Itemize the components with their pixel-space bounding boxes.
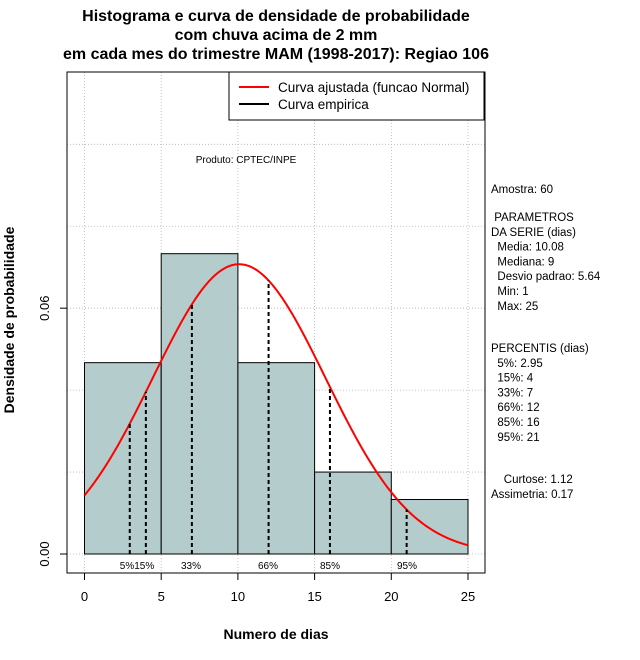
params-line: Min: 1 [491,286,529,298]
params-line: Desvio padrao: 5.64 [491,271,601,283]
histogram-bar-5 [390,499,469,555]
title-line-3: em cada mes do trimestre MAM (1998-2017)… [63,46,489,63]
histogram-bars [84,253,469,555]
x-tick-label: 0 [81,589,88,604]
normal-curve-line [83,263,469,547]
title-line-2: com chuva acima de 2 mm [175,27,378,44]
percentile-label: 95% [397,561,417,572]
title-line-1: Histograma e curva de densidade de proba… [82,8,470,25]
stats-line: Curtose: 1.12 [491,474,573,486]
x-tick-label: 25 [461,589,475,604]
x-tick-label: 5 [158,589,165,604]
x-axis-title: Numero de dias [223,626,328,642]
chart-title: Histograma e curva de densidade de proba… [63,8,489,63]
histogram-bar-4 [314,471,392,555]
legend: Curva ajustada (funcao Normal) Curva empi… [228,71,485,121]
histogram-bar-1 [84,362,162,555]
percentile-label: 5%15% [120,561,155,572]
x-tick-label: 20 [384,589,398,604]
y-tick-label: 0.06 [37,296,52,321]
axes: 0 5 10 15 20 25 0.00 0.06 [37,296,475,604]
percentile-label: 66% [258,561,278,572]
sample-size: Amostra: 60 [491,184,553,196]
percentis-line: 15%: 4 [491,373,534,385]
params-line: Media: 10.08 [491,242,564,254]
percentis-line: PERCENTIS (dias) [491,343,589,355]
percentis-line: 66%: 12 [491,402,540,414]
percentile-lines: 5%15% 33% 66% 85% 95% [84,280,468,572]
params-line: DA SERIE (dias) [491,227,576,239]
params-line: PARAMETROS [491,212,574,224]
stats-line: Assimetria: 0.17 [491,489,573,501]
legend-box [228,71,485,121]
x-tick-label: 10 [231,589,245,604]
percentis-line: 85%: 16 [491,417,540,429]
percentile-label: 33% [181,561,201,572]
product-annotation: Produto: CPTEC/INPE [196,155,297,166]
y-tick-label: 0.00 [37,541,52,566]
percentis-line: 33%: 7 [491,387,533,399]
percentis-line: 95%: 21 [491,432,540,444]
params-line: Max: 25 [491,301,538,313]
percentile-label: 85% [320,561,340,572]
percentis-line: 5%: 2.95 [491,358,543,370]
legend-label-2: Curva empirica [278,97,369,112]
statistics-panel: Amostra: 60 PARAMETROS DA SERIE (dias) Me… [491,184,601,501]
normal-curve [83,263,469,547]
histogram-bar-2 [160,253,239,555]
y-axis-title: Densidade de probabilidade [1,226,17,413]
legend-label-1: Curva ajustada (funcao Normal) [278,80,469,95]
x-tick-label: 15 [307,589,321,604]
histogram-bar-3 [237,362,316,555]
params-line: Mediana: 9 [491,256,554,268]
